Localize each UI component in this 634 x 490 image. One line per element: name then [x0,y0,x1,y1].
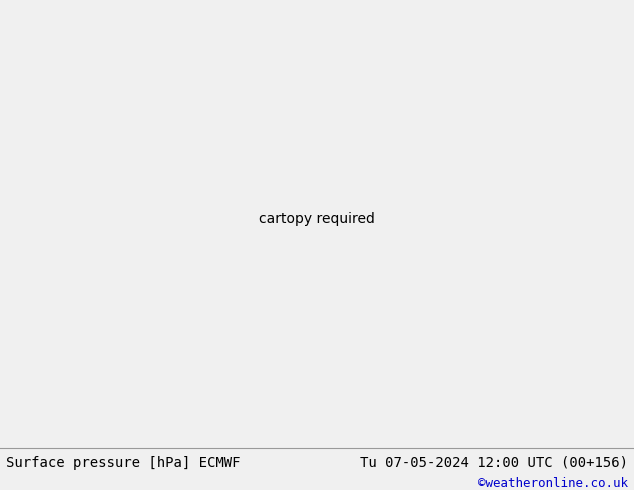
Text: Surface pressure [hPa] ECMWF: Surface pressure [hPa] ECMWF [6,456,241,469]
Text: cartopy required: cartopy required [259,212,375,226]
Text: ©weatheronline.co.uk: ©weatheronline.co.uk [477,477,628,490]
Text: Tu 07-05-2024 12:00 UTC (00+156): Tu 07-05-2024 12:00 UTC (00+156) [359,456,628,469]
